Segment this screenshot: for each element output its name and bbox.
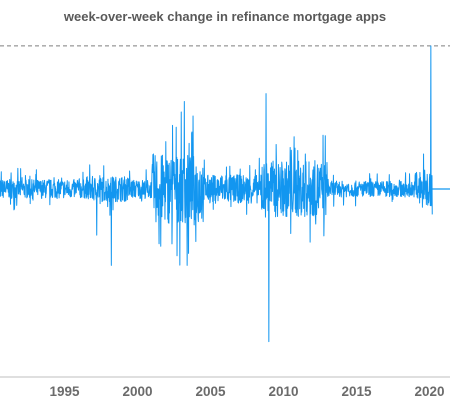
x-tick-labels: 1995 2000 2005 2010 2015 2020 [49, 384, 444, 399]
chart-title: week-over-week change in refinance mortg… [63, 9, 387, 24]
reference-lines [0, 45, 450, 190]
series-line [0, 45, 433, 343]
x-tick-label-2000: 2000 [122, 384, 152, 399]
x-tick-label-2015: 2015 [341, 384, 372, 399]
refinance-series-path [0, 45, 433, 343]
x-tick-label-2010: 2010 [268, 384, 298, 399]
x-tick-label-2020: 2020 [414, 384, 444, 399]
x-tick-label-1995: 1995 [49, 384, 80, 399]
x-tick-label-2005: 2005 [195, 384, 226, 399]
